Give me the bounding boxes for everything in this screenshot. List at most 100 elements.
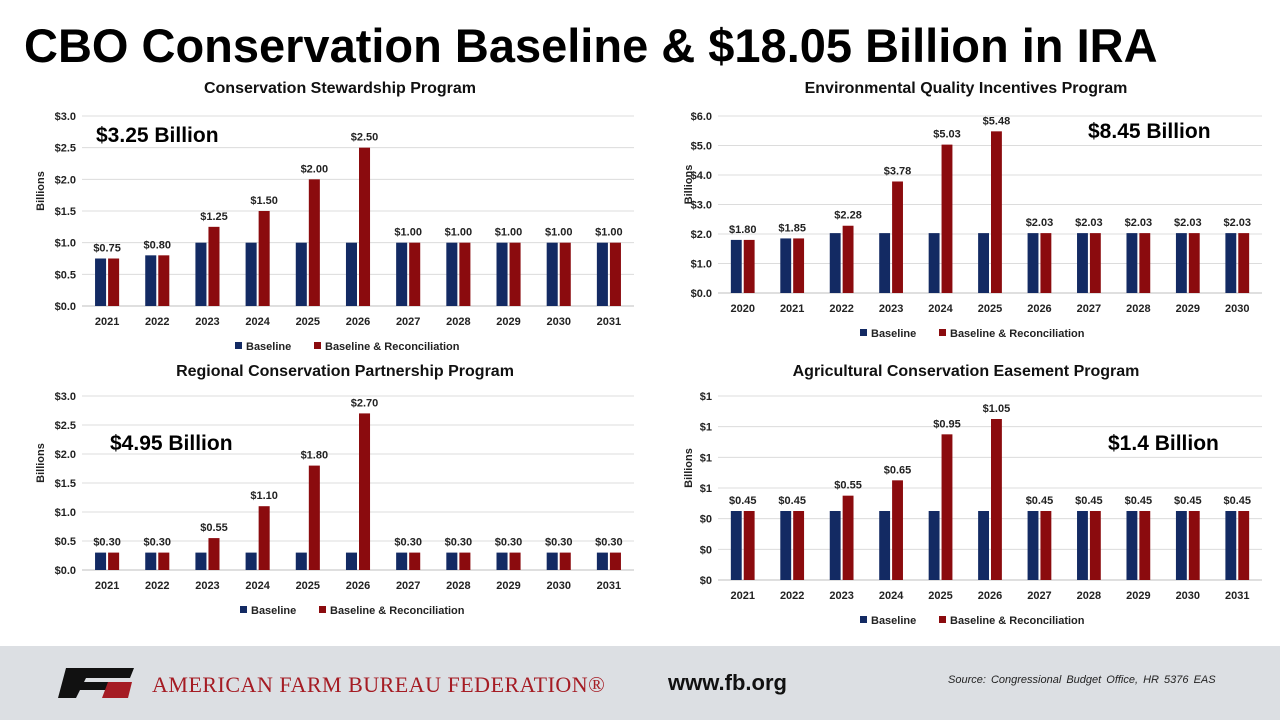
bar-baseline-reconciliation xyxy=(842,225,854,293)
legend-swatch-baseline xyxy=(860,616,867,623)
y-tick-label: $3.0 xyxy=(55,111,76,123)
x-tick-label: 2026 xyxy=(346,580,370,592)
x-tick-label: 2031 xyxy=(597,580,621,592)
bar-baseline xyxy=(496,242,508,306)
bar-baseline-reconciliation xyxy=(208,538,220,570)
x-tick-label: 2027 xyxy=(1077,303,1101,315)
bar-baseline xyxy=(95,552,107,570)
legend-label-reconciliation: Baseline & Reconciliation xyxy=(950,615,1085,627)
bar-baseline-reconciliation xyxy=(743,511,755,580)
x-tick-label: 2022 xyxy=(780,590,804,602)
data-label: $1.00 xyxy=(545,227,573,239)
bar-baseline-reconciliation xyxy=(609,242,621,306)
legend-swatch-baseline xyxy=(860,329,867,336)
data-label: $5.03 xyxy=(933,129,961,141)
website-link[interactable]: www.fb.org xyxy=(668,670,787,695)
data-label: $0.45 xyxy=(1075,495,1103,507)
data-label: $2.70 xyxy=(351,397,379,409)
y-tick-label: $2.0 xyxy=(691,229,712,241)
bar-baseline xyxy=(396,242,408,306)
legend-swatch-baseline xyxy=(235,342,242,349)
bar-baseline xyxy=(1027,233,1039,293)
bar-baseline-reconciliation xyxy=(359,413,371,570)
x-tick-label: 2026 xyxy=(1027,303,1051,315)
x-tick-label: 2031 xyxy=(597,316,621,328)
legend-label-baseline: Baseline xyxy=(246,341,291,353)
bar-baseline-reconciliation xyxy=(258,506,270,570)
bar-baseline xyxy=(879,233,891,293)
bar-baseline xyxy=(1077,233,1088,293)
y-tick-label: $0 xyxy=(700,544,712,556)
data-label: $0.80 xyxy=(144,239,172,251)
bar-baseline xyxy=(95,258,107,306)
total-label: $1.4 Billion xyxy=(1108,432,1219,455)
y-tick-label: $6.0 xyxy=(691,111,712,123)
bar-baseline-reconciliation xyxy=(208,226,220,306)
bar-baseline-reconciliation xyxy=(308,179,320,306)
bar-baseline xyxy=(496,552,508,570)
y-tick-label: $3.0 xyxy=(55,391,76,403)
x-tick-label: 2021 xyxy=(780,303,804,315)
x-tick-label: 2025 xyxy=(296,580,320,592)
chart-title: Regional Conservation Partnership Progra… xyxy=(176,363,514,380)
y-tick-label: $1.5 xyxy=(55,478,76,490)
data-label: $0.45 xyxy=(1224,495,1252,507)
x-tick-label: 2029 xyxy=(1176,303,1200,315)
y-tick-label: $0.5 xyxy=(55,269,76,281)
x-tick-label: 2022 xyxy=(829,303,853,315)
bar-baseline-reconciliation xyxy=(1238,511,1250,580)
y-tick-label: $1 xyxy=(700,422,712,434)
x-tick-label: 2029 xyxy=(1126,590,1150,602)
bar-baseline xyxy=(978,511,989,580)
x-tick-label: 2030 xyxy=(1176,590,1200,602)
chart-title: Conservation Stewardship Program xyxy=(204,80,476,97)
bar-baseline-reconciliation xyxy=(1089,233,1101,293)
bar-baseline-reconciliation xyxy=(892,181,903,293)
bar-baseline-reconciliation xyxy=(359,147,371,306)
bar-baseline-reconciliation xyxy=(108,552,120,570)
legend-label-baseline: Baseline xyxy=(251,605,296,617)
bar-baseline-reconciliation xyxy=(559,552,571,570)
data-label: $1.85 xyxy=(778,222,806,234)
data-label: $3.78 xyxy=(884,165,912,177)
bar-baseline xyxy=(345,242,357,306)
data-label: $0.30 xyxy=(93,537,121,549)
x-tick-label: 2025 xyxy=(296,316,320,328)
data-label: $0.30 xyxy=(144,537,172,549)
bar-baseline-reconciliation xyxy=(991,419,1002,580)
fb-logo-icon xyxy=(58,668,134,698)
bar-baseline xyxy=(978,233,989,293)
x-tick-label: 2020 xyxy=(730,303,754,315)
bar-baseline xyxy=(596,552,608,570)
slide-title: CBO Conservation Baseline & $18.05 Billi… xyxy=(24,19,1158,72)
data-label: $0.95 xyxy=(933,418,961,430)
total-label: $3.25 Billion xyxy=(96,124,219,147)
bar-baseline xyxy=(1126,233,1138,293)
data-label: $1.80 xyxy=(301,450,329,462)
bar-baseline-reconciliation xyxy=(258,211,270,306)
y-axis-label: Billions xyxy=(35,443,47,483)
x-tick-label: 2030 xyxy=(546,316,570,328)
x-tick-label: 2030 xyxy=(1225,303,1249,315)
x-tick-label: 2026 xyxy=(978,590,1002,602)
bar-baseline xyxy=(730,239,742,293)
y-tick-label: $0.0 xyxy=(691,288,712,300)
x-tick-label: 2023 xyxy=(829,590,853,602)
bar-baseline-reconciliation xyxy=(842,495,854,580)
bar-baseline xyxy=(730,511,742,580)
data-label: $1.05 xyxy=(983,403,1011,415)
x-tick-label: 2029 xyxy=(496,580,520,592)
legend-label-reconciliation: Baseline & Reconciliation xyxy=(325,341,460,353)
legend-swatch-baseline xyxy=(240,606,247,613)
bar-baseline xyxy=(145,255,157,306)
footer-bar: AMERICAN FARM BUREAU FEDERATION® www.fb.… xyxy=(0,646,1280,720)
bar-baseline xyxy=(245,242,257,306)
x-tick-label: 2027 xyxy=(396,580,420,592)
x-tick-label: 2021 xyxy=(95,316,119,328)
y-tick-label: $2.5 xyxy=(55,143,76,155)
data-label: $1.00 xyxy=(595,227,623,239)
bar-baseline xyxy=(1126,511,1138,580)
bar-baseline xyxy=(1175,511,1187,580)
bar-baseline xyxy=(195,552,207,570)
total-label: $8.45 Billion xyxy=(1088,120,1211,143)
